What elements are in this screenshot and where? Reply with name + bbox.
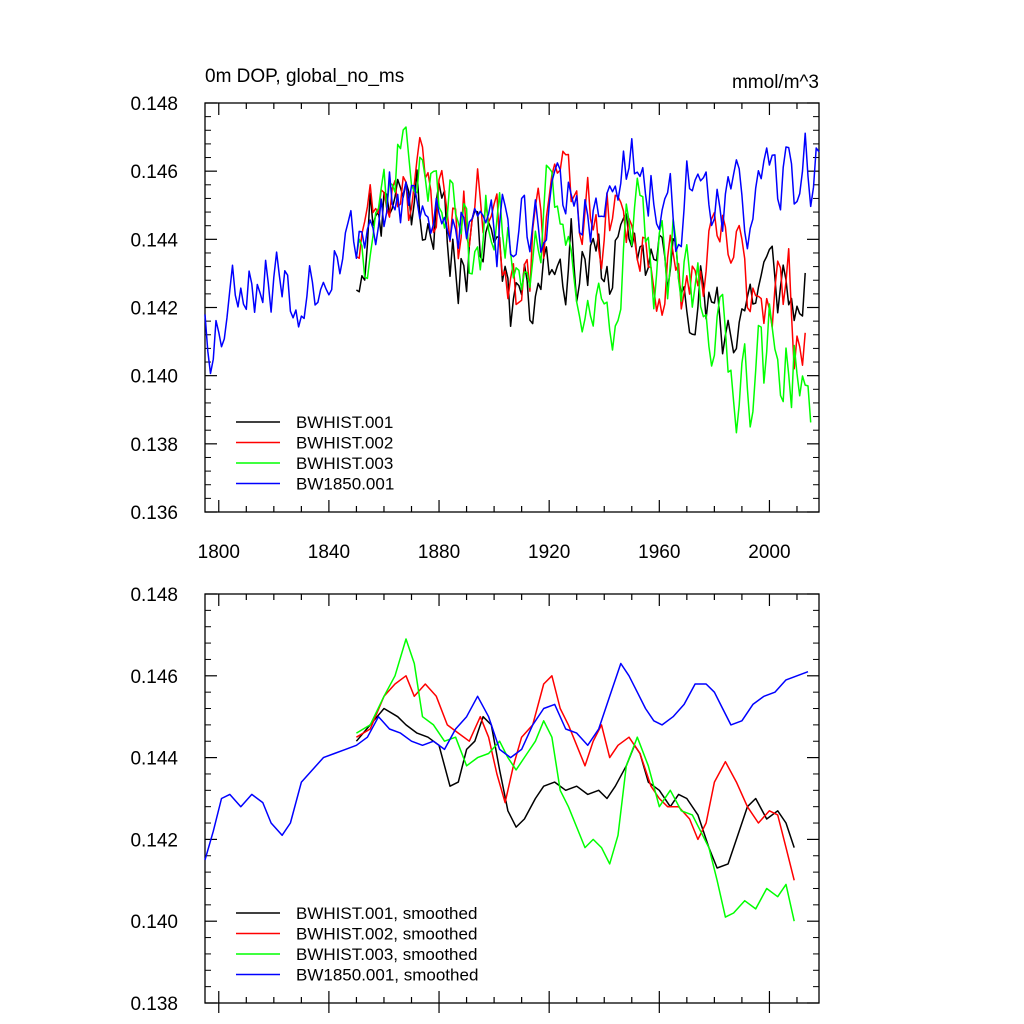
top-legend-label: BWHIST.002: [296, 434, 393, 453]
bottom-panel: 0.138 0.140 0.142 0.144 0.146 0.148 BWHIST.00…: [130, 585, 820, 1015]
top-xtick-label: 2000: [748, 542, 790, 563]
bottom-series-line-4: [204, 662, 809, 861]
top-xtick-label: 1840: [308, 542, 350, 563]
top-title-right: mmol/m^3: [732, 72, 819, 93]
bottom-series-line-2: [356, 675, 795, 881]
top-xtick-label: 1880: [418, 542, 460, 563]
top-xtick-label: 1800: [198, 542, 240, 563]
bottom-ytick-label: 0.146: [130, 667, 178, 688]
bottom-series-line-3: [356, 638, 795, 922]
bottom-series-line-1: [355, 707, 795, 869]
bottom-plot-frame: [204, 593, 820, 1004]
bottom-series: [204, 638, 809, 922]
bottom-legend-label: BW1850.001, smoothed: [296, 966, 478, 985]
bottom-ytick-label: 0.142: [130, 830, 178, 851]
bottom-ytick-label: 0.144: [130, 749, 178, 770]
bottom-legend-label: BWHIST.002, smoothed: [296, 925, 477, 944]
top-ytick-label: 0.144: [130, 230, 178, 251]
top-series-line-1: [355, 169, 806, 355]
bottom-ytick-label: 0.140: [130, 912, 178, 933]
top-panel: 0m DOP, global_no_ms mmol/m^3 0.136 0.138…: [130, 66, 820, 563]
top-series: [204, 126, 820, 434]
bottom-ytick-label: 0.138: [130, 994, 178, 1015]
top-ytick-label: 0.140: [130, 367, 178, 388]
top-series-line-2: [355, 136, 806, 370]
top-ytick-label: 0.146: [130, 162, 178, 183]
bottom-legend-label: BWHIST.003, smoothed: [296, 945, 477, 964]
bottom-ytick-label: 0.148: [130, 585, 178, 606]
top-axes: 0.136 0.138 0.140 0.142 0.144 0.146 0.148 1800 1…: [130, 94, 819, 563]
top-xtick-label: 1920: [528, 542, 570, 563]
top-series-line-4: [204, 132, 820, 375]
top-legend-label: BW1850.001: [296, 475, 394, 494]
top-legend-label: BWHIST.001: [296, 413, 393, 432]
top-xtick-label: 1960: [638, 542, 680, 563]
top-ytick-label: 0.142: [130, 299, 178, 320]
top-ytick-label: 0.138: [130, 435, 178, 456]
top-ytick-label: 0.148: [130, 94, 178, 115]
bottom-legend: BWHIST.001, smoothed BWHIST.002, smoothed…: [236, 904, 478, 985]
bottom-legend-label: BWHIST.001, smoothed: [296, 904, 477, 923]
top-series-line-3: [355, 126, 812, 434]
top-title-left: 0m DOP, global_no_ms: [205, 66, 404, 87]
bottom-axes: 0.138 0.140 0.142 0.144 0.146 0.148: [130, 585, 819, 1015]
top-legend-label: BWHIST.003: [296, 454, 393, 473]
top-ytick-label: 0.136: [130, 503, 178, 524]
